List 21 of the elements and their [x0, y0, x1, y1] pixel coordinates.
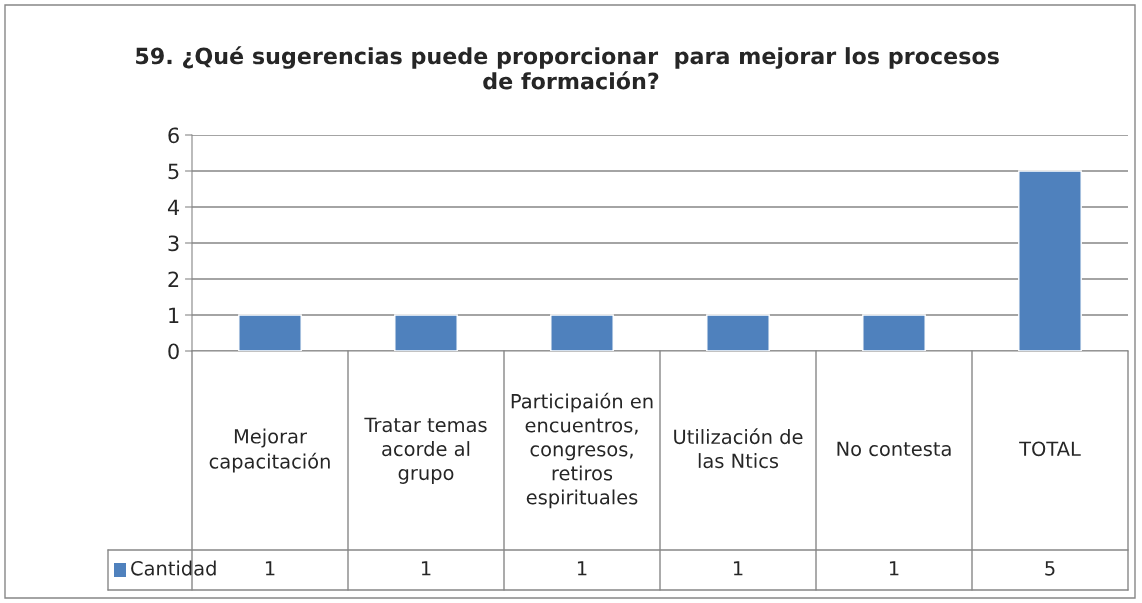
x-tick-label: Utilización de las Ntics	[674, 428, 803, 469]
data-label: 5	[1045, 561, 1055, 576]
chart-title: 59. ¿Qué sugerencias puede proporcionar para mejorar los procesos de formación?	[136, 46, 999, 90]
x-tick-label: TOTAL	[1019, 441, 1081, 457]
data-label: 1	[889, 561, 899, 576]
data-label: 1	[577, 561, 587, 576]
y-tick-label: 5	[168, 163, 179, 180]
x-tick-label: Participaión en encuentros, congresos, retiros espirituales	[511, 392, 653, 509]
data-label: 1	[733, 561, 743, 576]
legend-label: Cantidad	[131, 560, 216, 576]
y-tick-label: 2	[168, 271, 179, 287]
y-tick-label: 6	[168, 127, 179, 144]
data-label: 1	[265, 561, 275, 576]
y-tick-label: 3	[168, 235, 179, 252]
x-tick-label: No contesta	[837, 441, 951, 457]
x-tick-label: Mejorar capacitación	[209, 428, 330, 473]
y-tick-label: 1	[169, 307, 179, 323]
x-tick-label: Tratar temas acorde al grupo	[364, 417, 487, 484]
y-tick-label: 0	[168, 343, 179, 360]
y-tick-label: 4	[167, 199, 180, 215]
data-label: 1	[421, 561, 431, 576]
